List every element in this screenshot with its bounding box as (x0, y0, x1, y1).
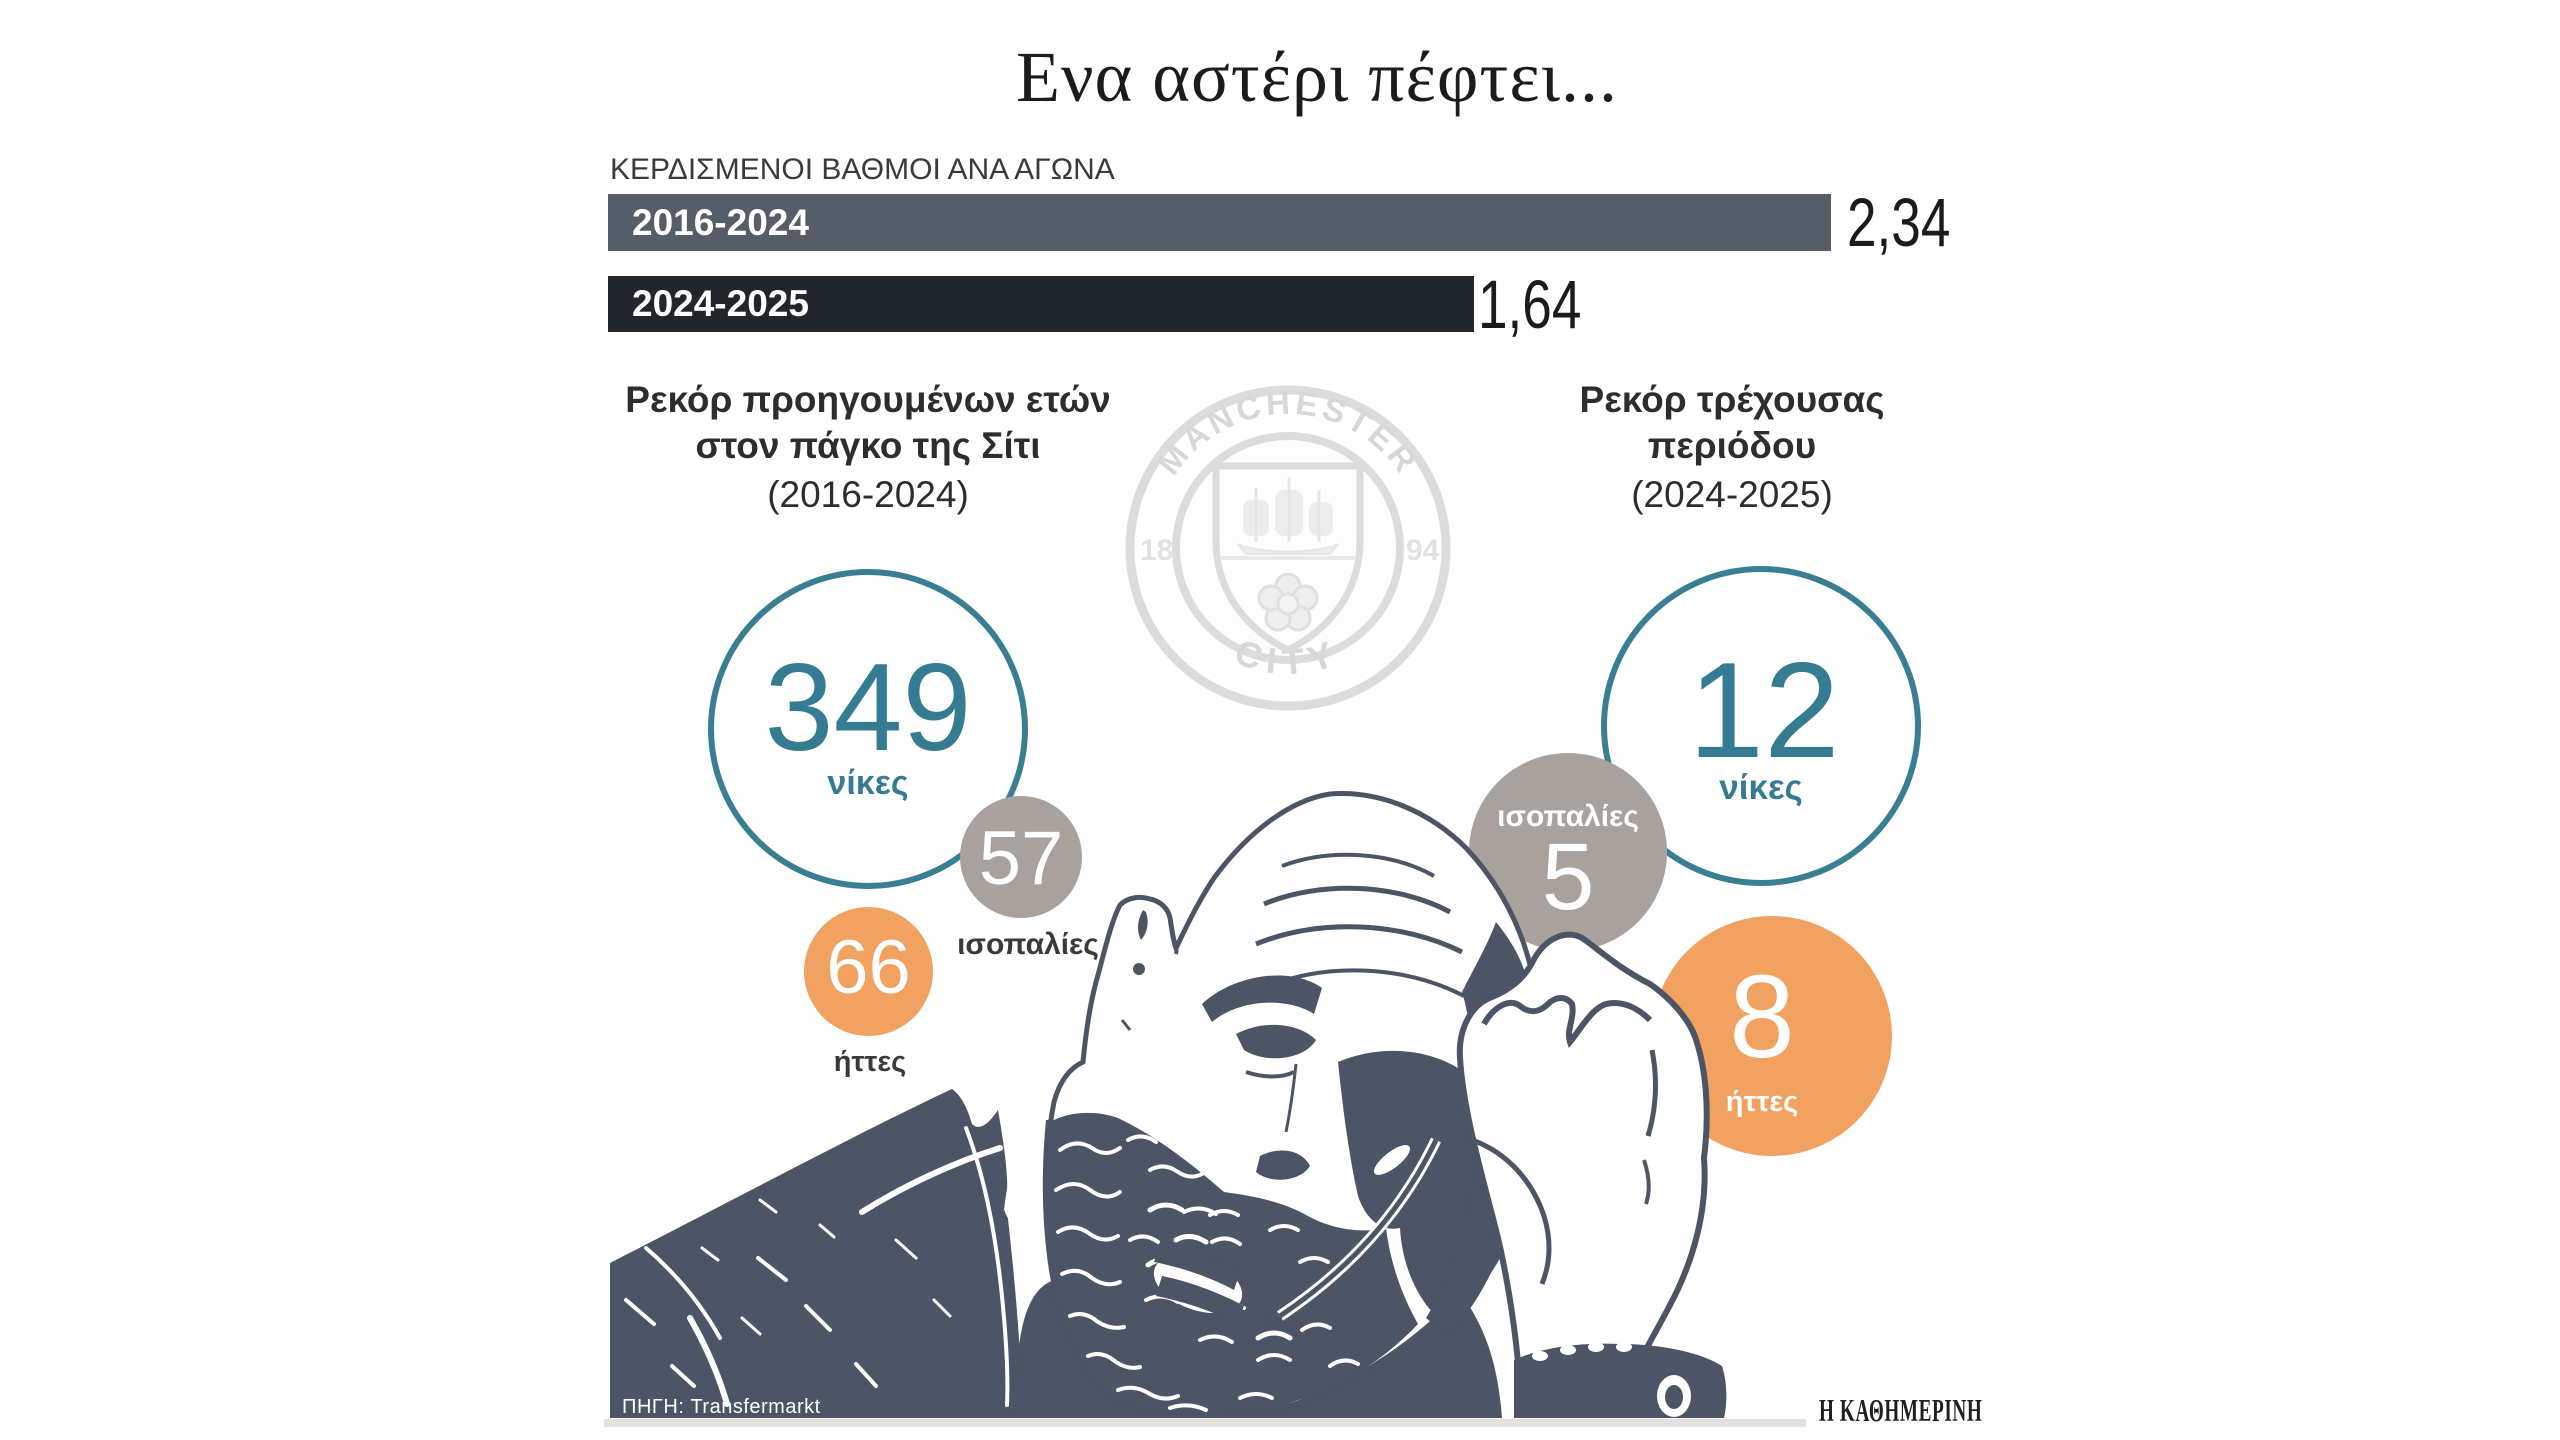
svg-text:94: 94 (1406, 534, 1440, 567)
svg-text:18: 18 (1140, 534, 1173, 567)
